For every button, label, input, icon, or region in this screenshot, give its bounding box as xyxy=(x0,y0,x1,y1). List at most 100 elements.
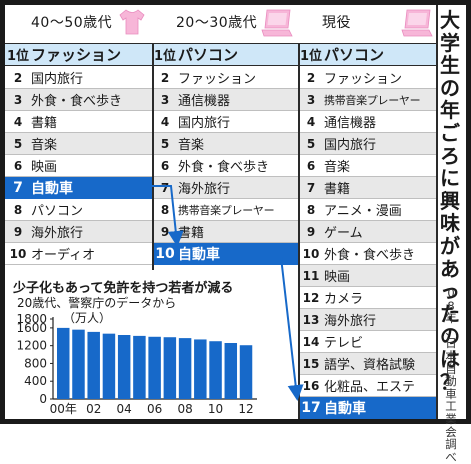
rank-number: 10 xyxy=(155,246,175,262)
rank1-label: ファッション xyxy=(31,46,122,64)
page-title-char: あ xyxy=(440,256,460,281)
rank-row: 12 カメラ xyxy=(298,287,436,309)
laptop-icon xyxy=(260,7,294,43)
rank-label: 音楽 xyxy=(31,138,58,153)
rank-row: 4 国内旅行 xyxy=(152,111,298,133)
arrow-10-to-17 xyxy=(273,256,304,401)
rank-number: 9 xyxy=(160,224,170,239)
page-title-char: 生 xyxy=(440,53,460,78)
source-char: べ xyxy=(445,449,457,464)
source-char: 業 xyxy=(445,411,457,426)
rank-row: 10 オーディオ xyxy=(5,243,152,265)
page-title-char: 味 xyxy=(440,211,460,236)
page-title-char: 大 xyxy=(440,8,460,32)
page-title-char: 興 xyxy=(440,188,460,213)
rank-label: 海外旅行 xyxy=(178,182,231,197)
rank-number: 14 xyxy=(302,334,320,349)
y-tick-label: 0 xyxy=(39,392,47,406)
rank-row-car: 17 自動車 xyxy=(298,397,436,419)
rank-label: 国内旅行 xyxy=(31,72,84,87)
page-title-char: 学 xyxy=(440,30,460,55)
rank-number: 16 xyxy=(302,378,320,393)
rank-number: 6 xyxy=(306,158,316,173)
rank-row: 14 テレビ xyxy=(298,331,436,353)
rank-row-car: 7 自動車 xyxy=(5,177,152,199)
rank-number: 9 xyxy=(13,224,23,239)
rank1-label: パソコン xyxy=(324,46,385,64)
rank-row: 3 外食・食べ歩き xyxy=(5,89,152,111)
rank-number: 6 xyxy=(13,158,23,173)
laptop-icon xyxy=(400,7,434,43)
y-tick-label: 1200 xyxy=(16,339,47,353)
rank-row: 13 海外旅行 xyxy=(298,309,436,331)
page-title-char: に xyxy=(440,166,460,191)
rank-number: 11 xyxy=(302,268,320,283)
page-title: 大学生の年ごろに興味があったのは？ xyxy=(437,9,463,393)
rank1-row: 1位 パソコン xyxy=(298,43,436,66)
bar xyxy=(209,341,222,399)
page-title-char: の xyxy=(440,75,460,100)
rank-row: 7 海外旅行 xyxy=(152,177,298,199)
bar xyxy=(163,337,177,399)
source-char: 自 xyxy=(445,361,457,376)
bar xyxy=(194,339,207,399)
rank-row: 8 携帯音楽プレーヤー xyxy=(152,199,298,221)
source-char: 車 xyxy=(445,386,457,401)
rank-row: 9 海外旅行 xyxy=(5,221,152,243)
rank-number: 12 xyxy=(302,290,320,305)
bar xyxy=(133,335,146,399)
rank-row: 6 音楽 xyxy=(298,155,436,177)
rank-number: 3 xyxy=(13,92,23,107)
rank-label: 自動車 xyxy=(324,401,366,417)
rank-number: 10 xyxy=(302,246,320,261)
infographic: 40〜50歳代 1位 ファッション 2 国内旅行 3 外食・食べ歩き 4 書籍 5 音楽 6 映画… xyxy=(5,5,466,463)
source-char: 8 xyxy=(447,298,455,313)
rank-label: 携帯音楽プレーヤー xyxy=(324,93,421,107)
bar xyxy=(239,345,253,399)
x-tick-label: 10 xyxy=(208,402,223,416)
bar xyxy=(178,338,192,399)
rank-number: 5 xyxy=(13,136,23,151)
column-current: 現役 1位 パソコン 2 ファッション 3 携帯音楽プレーヤー 4 通信機器 5 国内旅行 6 音… xyxy=(298,5,436,419)
x-tick-label: 06 xyxy=(147,402,162,416)
rank-row: 3 携帯音楽プレーヤー xyxy=(298,89,436,111)
rank-label: ファッション xyxy=(178,72,257,87)
y-tick-label: 800 xyxy=(24,356,47,370)
source-char: 会 xyxy=(445,424,457,439)
rank-label: 通信機器 xyxy=(178,94,231,109)
rank-row: 8 パソコン xyxy=(5,199,152,221)
rank-row: 9 書籍 xyxy=(152,221,298,243)
rank-row: 11 映画 xyxy=(298,265,436,287)
column-heading: 20〜30歳代 xyxy=(176,15,258,31)
source-char: 工 xyxy=(445,399,457,414)
x-tick-label: 12 xyxy=(238,402,253,416)
x-tick-label: 00年 xyxy=(50,402,77,416)
rank-label: 自動車 xyxy=(178,247,220,263)
rank-number: 4 xyxy=(160,114,170,129)
rank-number: 4 xyxy=(306,114,316,129)
rank-number: 8 xyxy=(13,202,23,217)
page-title-char: ご xyxy=(440,120,460,145)
rank-label: 音楽 xyxy=(324,160,351,175)
rank-label: 書籍 xyxy=(31,116,58,131)
rank-label: 映画 xyxy=(324,270,351,285)
rank-number: 5 xyxy=(160,136,170,151)
rank-label: 音楽 xyxy=(178,138,205,153)
rank1-label: パソコン xyxy=(178,46,239,64)
rank-number: 8 xyxy=(160,202,170,217)
rank-row: 6 映画 xyxy=(5,155,152,177)
rank-row: 8 アニメ・漫画 xyxy=(298,199,436,221)
rank-row: 7 書籍 xyxy=(298,177,436,199)
source-char: 調 xyxy=(445,437,457,452)
tshirt-icon xyxy=(117,7,147,41)
page-title-char: ？ xyxy=(440,369,460,394)
y-tick-label: 1600 xyxy=(16,321,47,335)
rank-number: 13 xyxy=(302,312,320,327)
rank-label: 通信機器 xyxy=(324,116,377,131)
rank-number: 5 xyxy=(306,136,316,151)
source-char: 本 xyxy=(445,348,457,363)
rank-row: 4 通信機器 xyxy=(298,111,436,133)
rank-row: 5 国内旅行 xyxy=(298,133,436,155)
column-20-30: 20〜30歳代 1位 パソコン 2 ファッション 3 通信機器 4 国内旅行 5 音楽 6 外食・… xyxy=(152,5,298,265)
rank-label: 書籍 xyxy=(324,182,351,197)
